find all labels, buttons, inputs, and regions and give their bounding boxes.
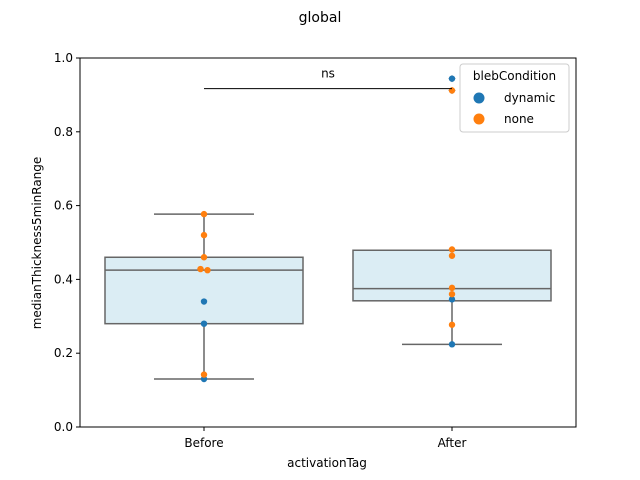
point-dynamic [448,296,456,303]
point-none [200,210,208,218]
legend-marker-dynamic [473,92,485,104]
plot-frame [79,57,577,428]
y-tick-label: 0.8 [54,125,73,139]
point-none [448,252,456,259]
legend-marker-none [473,113,485,125]
legend-label-none: none [504,112,534,126]
point-dynamic [448,75,456,82]
plot-area: ns [79,57,577,428]
point-dynamic [448,341,456,348]
point-dynamic [200,298,208,305]
legend-label-dynamic: dynamic [504,91,555,105]
x-axis: Before After [184,427,466,450]
y-tick-label: 0.0 [54,420,73,434]
y-axis-label: medianThickness5minRange [30,157,44,330]
point-none [448,290,456,298]
point-none [448,321,456,328]
x-tick-label: Before [184,436,223,450]
point-none [200,254,208,261]
point-none [448,246,456,253]
y-tick-label: 0.4 [54,272,73,286]
y-tick-label: 1.0 [54,51,73,65]
point-dynamic [200,375,208,383]
significance-label: ns [321,67,335,81]
point-none [200,371,208,378]
point-dynamic [200,320,208,327]
chart-title: global [299,10,342,26]
point-none [448,284,456,292]
x-tick-label: After [438,436,467,450]
box-before [104,256,304,325]
y-tick-label: 0.2 [54,346,73,360]
legend-title: blebCondition [473,69,556,83]
legend: blebCondition dynamic none [459,63,570,133]
point-none [197,265,204,273]
y-axis: 0.0 0.2 0.4 0.6 0.8 1.0 [54,51,80,434]
y-tick-label: 0.6 [54,199,73,213]
x-axis-label: activationTag [287,456,367,470]
legend-box [459,63,570,133]
point-none [200,231,208,239]
point-none [204,266,211,274]
